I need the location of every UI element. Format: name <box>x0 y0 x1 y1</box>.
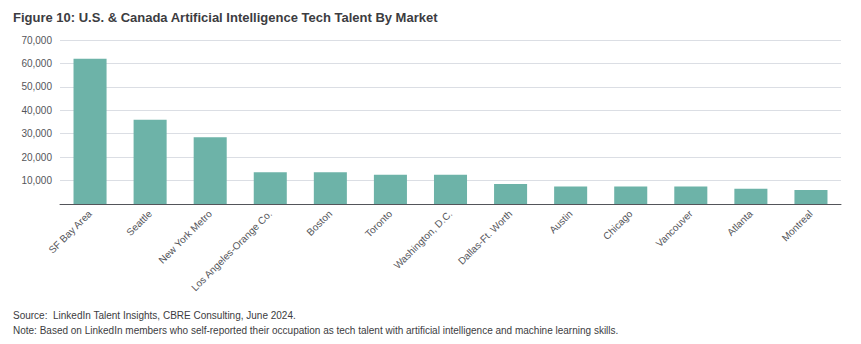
svg-text:Seattle: Seattle <box>124 208 154 238</box>
svg-text:Boston: Boston <box>304 208 334 238</box>
svg-text:Note: Based on LinkedIn member: Note: Based on LinkedIn members who self… <box>13 325 618 336</box>
svg-text:Montreal: Montreal <box>780 208 815 243</box>
svg-text:Los Angeles-Orange Co.: Los Angeles-Orange Co. <box>189 208 274 293</box>
svg-text:20,000: 20,000 <box>21 152 52 163</box>
svg-text:30,000: 30,000 <box>21 128 52 139</box>
svg-text:Washington, D.C.: Washington, D.C. <box>392 208 455 271</box>
svg-text:New York Metro: New York Metro <box>156 208 214 266</box>
svg-text:10,000: 10,000 <box>21 175 52 186</box>
svg-text:40,000: 40,000 <box>21 105 52 116</box>
svg-text:70,000: 70,000 <box>21 35 52 46</box>
svg-text:SF Bay Area: SF Bay Area <box>47 208 95 256</box>
svg-text:Figure 10: U.S. & Canada Artif: Figure 10: U.S. & Canada Artificial Inte… <box>13 10 438 25</box>
svg-text:Dallas-Ft. Worth: Dallas-Ft. Worth <box>456 208 515 267</box>
svg-text:Vancouver: Vancouver <box>654 208 695 249</box>
svg-text:Chicago: Chicago <box>601 208 635 242</box>
svg-text:50,000: 50,000 <box>21 81 52 92</box>
svg-text:Toronto: Toronto <box>363 208 395 240</box>
svg-text:Source: LinkedIn Talent Insig: Source: LinkedIn Talent Insights, CBRE C… <box>13 310 296 321</box>
svg-text:60,000: 60,000 <box>21 58 52 69</box>
svg-text:Austin: Austin <box>547 208 574 235</box>
svg-text:Atlanta: Atlanta <box>725 208 755 238</box>
